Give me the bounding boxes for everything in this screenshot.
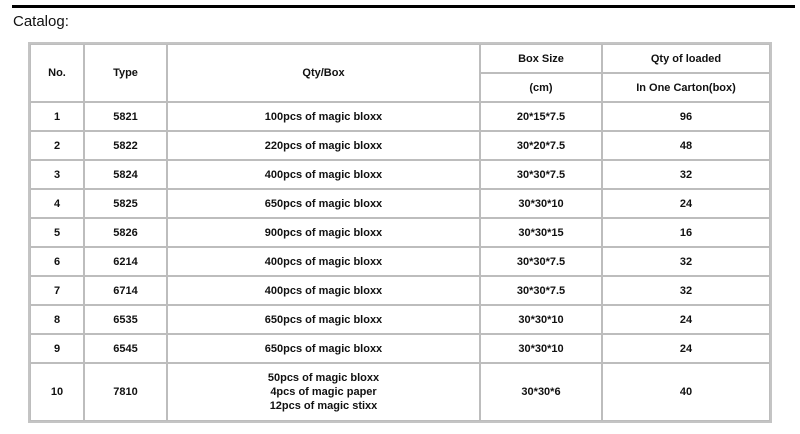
cell-qty: 100pcs of magic bloxx [167, 102, 480, 131]
cell-qty: 650pcs of magic bloxx [167, 305, 480, 334]
cell-loaded: 32 [602, 247, 770, 276]
header-row-2: (cm) In One Carton(box) [30, 73, 770, 102]
cell-box-size: 20*15*7.5 [480, 102, 602, 131]
cell-type: 6545 [84, 334, 167, 363]
qty-line: 900pcs of magic bloxx [264, 226, 383, 239]
cell-loaded: 96 [602, 102, 770, 131]
cell-loaded: 32 [602, 276, 770, 305]
cell-qty: 900pcs of magic bloxx [167, 218, 480, 247]
qty-line: 400pcs of magic bloxx [264, 284, 383, 297]
header-loaded: Qty of loaded [602, 44, 770, 73]
cell-qty: 400pcs of magic bloxx [167, 247, 480, 276]
table-row: 7 6714 400pcs of magic bloxx 30*30*7.5 32 [30, 276, 770, 305]
cell-box-size: 30*30*7.5 [480, 276, 602, 305]
qty-line: 50pcs of magic bloxx [267, 372, 380, 384]
table-row: 9 6545 650pcs of magic bloxx 30*30*10 24 [30, 334, 770, 363]
cell-box-size: 30*30*7.5 [480, 160, 602, 189]
cell-loaded: 40 [602, 363, 770, 421]
cell-type: 5821 [84, 102, 167, 131]
qty-line: 650pcs of magic bloxx [264, 342, 383, 355]
cell-type: 6535 [84, 305, 167, 334]
cell-qty: 650pcs of magic bloxx [167, 189, 480, 218]
cell-no: 8 [30, 305, 84, 334]
cell-loaded: 48 [602, 131, 770, 160]
cell-qty: 650pcs of magic bloxx [167, 334, 480, 363]
cell-qty: 50pcs of magic bloxx 4pcs of magic paper 1… [167, 363, 480, 421]
cell-no: 6 [30, 247, 84, 276]
cell-box-size: 30*30*10 [480, 305, 602, 334]
cell-box-size: 30*30*15 [480, 218, 602, 247]
header-type: Type [84, 44, 167, 102]
qty-line: 4pcs of magic paper [270, 386, 377, 398]
table-row: 2 5822 220pcs of magic bloxx 30*20*7.5 48 [30, 131, 770, 160]
cell-qty: 400pcs of magic bloxx [167, 160, 480, 189]
cell-type: 6714 [84, 276, 167, 305]
table-row: 1 5821 100pcs of magic bloxx 20*15*7.5 96 [30, 102, 770, 131]
qty-line: 220pcs of magic bloxx [264, 139, 383, 152]
table-row: 5 5826 900pcs of magic bloxx 30*30*15 16 [30, 218, 770, 247]
qty-line: 12pcs of magic stixx [269, 400, 378, 412]
cell-type: 7810 [84, 363, 167, 421]
cell-no: 9 [30, 334, 84, 363]
cell-box-size: 30*20*7.5 [480, 131, 602, 160]
cell-no: 7 [30, 276, 84, 305]
cell-box-size: 30*30*10 [480, 334, 602, 363]
table-row: 6 6214 400pcs of magic bloxx 30*30*7.5 32 [30, 247, 770, 276]
qty-line: 400pcs of magic bloxx [264, 255, 383, 268]
cell-no: 5 [30, 218, 84, 247]
cell-no: 1 [30, 102, 84, 131]
header-box-unit: (cm) [480, 73, 602, 102]
cell-loaded: 24 [602, 305, 770, 334]
qty-line: 100pcs of magic bloxx [264, 110, 383, 123]
cell-no: 4 [30, 189, 84, 218]
table-row: 10 7810 50pcs of magic bloxx 4pcs of magic … [30, 363, 770, 421]
cell-loaded: 24 [602, 189, 770, 218]
cell-loaded: 24 [602, 334, 770, 363]
cell-type: 5826 [84, 218, 167, 247]
cell-box-size: 30*30*6 [480, 363, 602, 421]
cell-no: 2 [30, 131, 84, 160]
cell-qty: 220pcs of magic bloxx [167, 131, 480, 160]
top-rule [12, 5, 795, 8]
cell-loaded: 32 [602, 160, 770, 189]
cell-type: 5824 [84, 160, 167, 189]
cell-no: 10 [30, 363, 84, 421]
header-qty: Qty/Box [167, 44, 480, 102]
cell-loaded: 16 [602, 218, 770, 247]
header-box-size: Box Size [480, 44, 602, 73]
cell-type: 5825 [84, 189, 167, 218]
cell-type: 6214 [84, 247, 167, 276]
cell-box-size: 30*30*10 [480, 189, 602, 218]
qty-line: 650pcs of magic bloxx [264, 313, 383, 326]
cell-box-size: 30*30*7.5 [480, 247, 602, 276]
qty-line: 650pcs of magic bloxx [264, 197, 383, 210]
table-row: 8 6535 650pcs of magic bloxx 30*30*10 24 [30, 305, 770, 334]
cell-qty: 400pcs of magic bloxx [167, 276, 480, 305]
table-row: 4 5825 650pcs of magic bloxx 30*30*10 24 [30, 189, 770, 218]
qty-line: 400pcs of magic bloxx [264, 168, 383, 181]
table-row: 3 5824 400pcs of magic bloxx 30*30*7.5 32 [30, 160, 770, 189]
catalog-title: Catalog: [13, 13, 69, 30]
cell-no: 3 [30, 160, 84, 189]
header-no: No. [30, 44, 84, 102]
catalog-table: No. Type Qty/Box Box Size Qty of loaded … [28, 42, 772, 423]
cell-type: 5822 [84, 131, 167, 160]
header-row: No. Type Qty/Box Box Size Qty of loaded [30, 44, 770, 102]
header-loaded-sub: In One Carton(box) [602, 73, 770, 102]
